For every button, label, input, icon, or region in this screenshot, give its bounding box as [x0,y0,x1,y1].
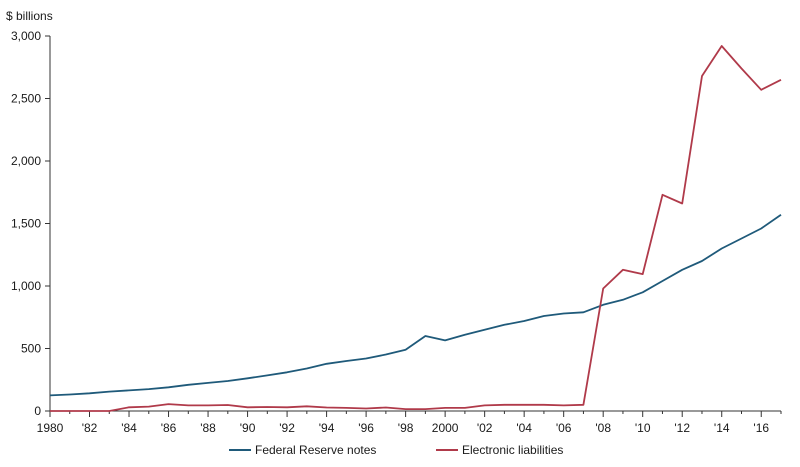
legend-label: Electronic liabilities [462,443,563,457]
legend-label: Federal Reserve notes [255,443,376,457]
series-line-electronic-liabilities [50,45,782,412]
y-tick-label: 2,000 [11,154,41,168]
y-tick-label: 0 [34,404,41,418]
x-tick-label: '08 [595,421,611,435]
x-tick-label: '10 [635,421,651,435]
series-line-federal-reserve-notes [49,214,782,397]
y-tick-label: 1,500 [11,217,41,231]
y-tick-label: 2,500 [11,92,41,106]
x-tick-label: '94 [319,421,335,435]
x-tick-label: '16 [753,421,769,435]
y-tick-label: 500 [21,342,41,356]
x-tick-label: '92 [279,421,295,435]
x-tick-label: '04 [516,421,532,435]
legend: Federal Reserve notes Electronic liabilit… [229,443,563,457]
x-tick-label: '98 [398,421,414,435]
x-tick-label: '14 [714,421,730,435]
x-axis: 1980 '82 '84 '86 '88 '90 '92 '94 '96 '98 2000 '02 '0… [37,410,782,435]
series-lines [49,45,782,412]
x-tick-label: '96 [358,421,374,435]
x-tick-label: '82 [82,421,98,435]
y-tick-label: 1,000 [11,279,41,293]
y-tick-label: 3,000 [11,29,41,43]
x-tick-label: '84 [121,421,137,435]
x-tick-label: '02 [477,421,493,435]
x-tick-label: 2000 [432,421,459,435]
x-tick-label: '90 [240,421,256,435]
y-axis-ticks: 0 500 1,000 1,500 2,000 2,500 3,000 [11,29,51,418]
x-tick-label: '86 [161,421,177,435]
y-axis-label: $ billions [6,9,53,23]
x-tick-label: '88 [200,421,216,435]
x-tick-label: 1980 [37,421,64,435]
x-tick-label: '06 [556,421,572,435]
x-tick-label: '12 [674,421,690,435]
